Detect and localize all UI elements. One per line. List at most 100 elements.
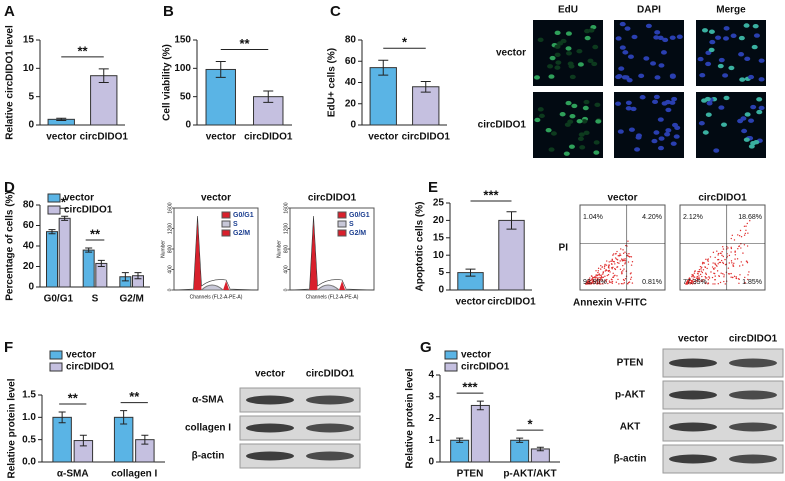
event-dot xyxy=(690,281,692,284)
event-dot xyxy=(727,247,729,249)
nucleus xyxy=(559,112,566,117)
nucleus xyxy=(738,52,745,57)
nucleus xyxy=(699,73,706,78)
event-dot xyxy=(689,279,691,281)
event-dot xyxy=(627,261,630,263)
y-axis-label: Number xyxy=(160,240,166,258)
error-bar xyxy=(516,437,524,443)
nucleus xyxy=(743,23,750,28)
event-dot xyxy=(723,274,725,276)
histogram-title: vector xyxy=(201,193,231,204)
event-dot xyxy=(739,229,742,232)
legend-swatch xyxy=(337,220,347,228)
event-dot xyxy=(704,276,706,278)
event-dot xyxy=(631,282,634,284)
nucleus xyxy=(653,35,660,40)
event-dot xyxy=(627,240,629,242)
g2m-peak xyxy=(223,281,230,290)
y-tick-label: 80 xyxy=(23,200,35,211)
blot-band xyxy=(729,422,777,432)
nucleus xyxy=(748,74,755,80)
nucleus xyxy=(554,65,561,70)
event-dot xyxy=(616,259,619,261)
event-dot xyxy=(736,258,739,260)
event-dot xyxy=(688,278,690,280)
nucleus xyxy=(702,130,709,135)
y-tick-label: 60 xyxy=(23,220,35,231)
event-dot xyxy=(701,275,703,278)
event-dot xyxy=(613,253,615,255)
event-dot xyxy=(714,279,716,281)
event-dot xyxy=(718,261,721,264)
event-dot xyxy=(730,272,732,275)
event-dot xyxy=(592,276,595,279)
nucleus xyxy=(737,118,744,124)
event-dot xyxy=(598,281,601,284)
x-axis-label: Channels (FL2-A-PE-A) xyxy=(190,294,243,300)
event-dot xyxy=(701,271,704,274)
nucleus xyxy=(665,128,672,133)
nucleus xyxy=(723,95,730,101)
blot-band xyxy=(729,454,777,464)
event-dot xyxy=(612,266,614,269)
event-dot xyxy=(706,277,708,279)
column-label: circDIDO1 xyxy=(306,369,355,380)
panel-letter: C xyxy=(330,3,341,20)
legend-label: G0/G1 xyxy=(233,212,254,219)
error-bar xyxy=(420,80,431,93)
event-dot xyxy=(714,256,716,259)
event-dot xyxy=(737,234,739,236)
significance-label: *** xyxy=(462,380,478,395)
y-axis-label: Percentage of cells (%) xyxy=(5,191,16,300)
event-dot xyxy=(598,283,601,285)
panel-letter: E xyxy=(428,179,438,196)
event-dot xyxy=(630,256,633,258)
event-dot xyxy=(747,274,749,276)
event-dot xyxy=(602,273,604,275)
event-dot xyxy=(732,264,734,266)
significance-label: ** xyxy=(90,226,101,241)
nucleus xyxy=(550,131,557,136)
event-dot xyxy=(734,258,736,260)
nucleus xyxy=(591,61,598,67)
legend-label: vector xyxy=(64,193,94,204)
y-tick-label: 0 xyxy=(28,120,34,131)
nucleus xyxy=(748,118,755,123)
event-dot xyxy=(599,279,601,281)
event-dot xyxy=(620,258,623,260)
nucleus xyxy=(568,144,575,149)
nucleus xyxy=(658,136,665,141)
event-dot xyxy=(619,254,622,256)
error-bar xyxy=(97,259,105,267)
event-dot xyxy=(718,275,720,277)
nucleus xyxy=(657,145,664,151)
event-dot xyxy=(615,258,618,260)
y-tick-label: 15 xyxy=(23,35,35,46)
event-dot xyxy=(586,282,588,284)
event-dot xyxy=(733,239,736,241)
nucleus xyxy=(549,55,556,61)
event-dot xyxy=(707,258,709,260)
event-dot xyxy=(594,281,597,283)
nucleus xyxy=(625,100,632,105)
nucleus xyxy=(547,64,554,69)
nucleus xyxy=(652,99,659,105)
event-dot xyxy=(708,277,711,279)
nucleus xyxy=(624,26,631,31)
event-dot xyxy=(719,261,722,264)
bar xyxy=(510,439,530,463)
event-dot xyxy=(625,244,627,247)
event-dot xyxy=(597,267,600,270)
event-dot xyxy=(604,275,606,278)
event-dot xyxy=(722,273,724,275)
error-bar xyxy=(215,61,226,78)
event-dot xyxy=(692,281,694,283)
column-label: Merge xyxy=(716,5,746,16)
legend-label: circDIDO1 xyxy=(66,362,115,373)
event-dot xyxy=(590,283,593,285)
x-tick-label: S xyxy=(92,294,99,305)
event-dot xyxy=(591,282,594,284)
y-tick-label: 20 xyxy=(23,261,35,272)
event-dot xyxy=(745,260,748,262)
event-dot xyxy=(601,266,603,268)
